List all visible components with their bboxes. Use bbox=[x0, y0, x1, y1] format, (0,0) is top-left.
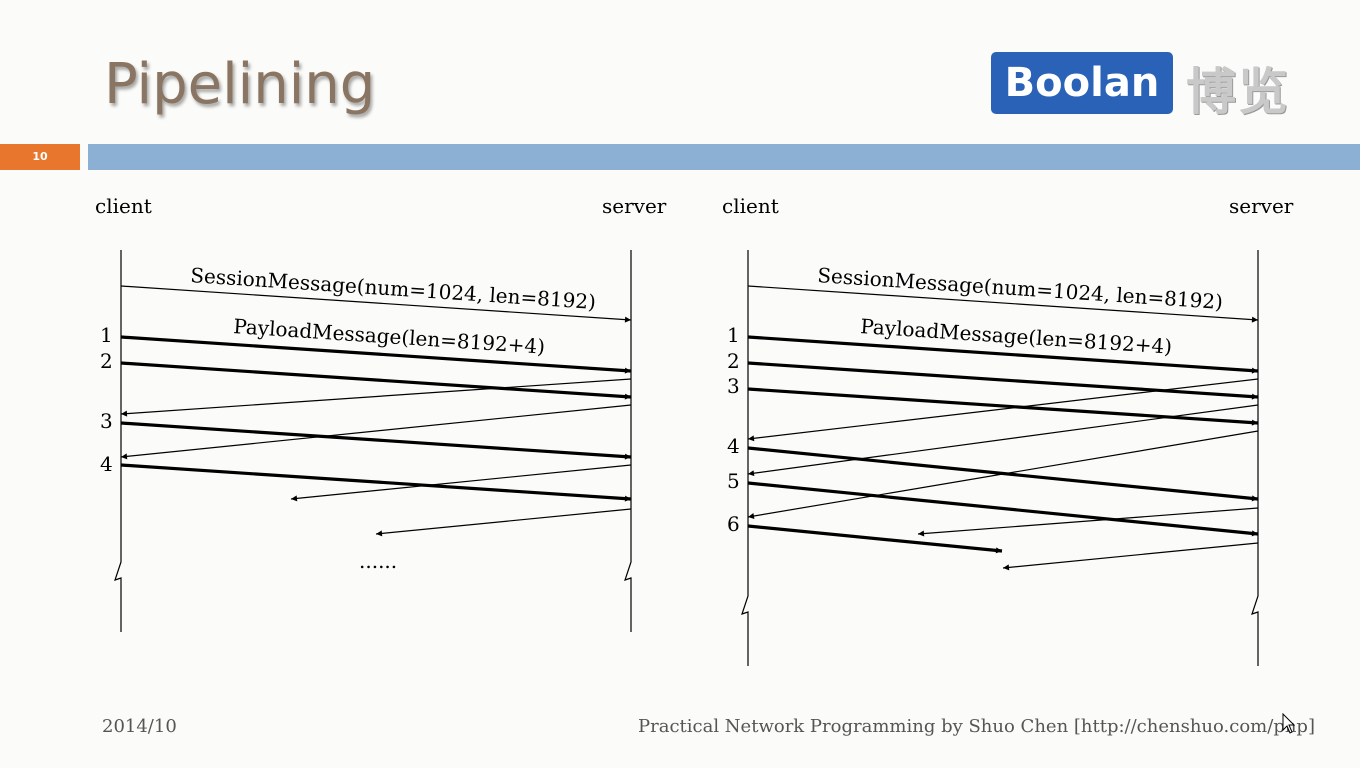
seq-number: 4 bbox=[100, 452, 113, 476]
payload-arrow bbox=[747, 387, 1259, 426]
slide-title: Pipelining bbox=[104, 52, 376, 117]
session-arrow bbox=[120, 285, 632, 323]
seq-number: 2 bbox=[727, 349, 740, 373]
client-lifeline bbox=[741, 250, 749, 666]
ack-arrow bbox=[120, 378, 632, 417]
ack-arrow bbox=[290, 464, 632, 502]
payload-arrow bbox=[747, 361, 1259, 400]
ellipsis: ...... bbox=[359, 549, 397, 573]
seq-number: 5 bbox=[727, 469, 740, 493]
payload-arrow bbox=[120, 421, 632, 460]
client-label: client bbox=[722, 194, 779, 218]
diagram-right: client server SessionMessage(num=1024, l… bbox=[722, 194, 1294, 666]
payload-arrow bbox=[120, 361, 632, 400]
boolan-logo: Boolan bbox=[991, 52, 1173, 114]
session-message-label: SessionMessage(num=1024, len=8192) bbox=[190, 263, 597, 314]
server-lifeline bbox=[624, 250, 632, 632]
payload-arrow bbox=[747, 481, 1259, 537]
seq-number: 3 bbox=[100, 409, 113, 433]
client-label: client bbox=[95, 194, 152, 218]
seq-number: 1 bbox=[100, 323, 113, 347]
slide-number-bar bbox=[0, 144, 80, 170]
session-arrow bbox=[747, 285, 1259, 323]
payload-message-label: PayloadMessage(len=8192+4) bbox=[860, 314, 1173, 359]
ack-arrow bbox=[747, 404, 1259, 477]
seq-number: 6 bbox=[727, 512, 740, 536]
seq-number: 4 bbox=[727, 434, 740, 458]
seq-number: 2 bbox=[100, 349, 113, 373]
ack-arrow bbox=[747, 430, 1259, 519]
header-rule-bar bbox=[88, 144, 1360, 170]
server-label: server bbox=[1229, 194, 1294, 218]
client-lifeline bbox=[114, 250, 122, 632]
footer-credit: Practical Network Programming by Shuo Ch… bbox=[638, 716, 1315, 737]
payload-message-label: PayloadMessage(len=8192+4) bbox=[233, 314, 546, 359]
mouse-cursor-icon bbox=[1282, 713, 1296, 734]
session-message-label: SessionMessage(num=1024, len=8192) bbox=[817, 263, 1224, 314]
ack-arrow bbox=[747, 378, 1259, 442]
ack-arrow bbox=[120, 404, 632, 460]
server-label: server bbox=[602, 194, 667, 218]
slide-number: 10 bbox=[32, 150, 48, 163]
logo-text: Boolan bbox=[1004, 60, 1160, 106]
logo-cjk-text: 博览 bbox=[1186, 63, 1290, 121]
seq-number: 3 bbox=[727, 374, 740, 398]
ack-arrow bbox=[375, 508, 632, 537]
payload-arrow bbox=[120, 335, 632, 374]
payload-arrow bbox=[747, 335, 1259, 374]
ack-arrow bbox=[917, 507, 1259, 537]
payload-arrow bbox=[747, 524, 1003, 554]
footer-date: 2014/10 bbox=[102, 716, 177, 737]
ack-arrow bbox=[1002, 542, 1259, 571]
seq-number: 1 bbox=[727, 323, 740, 347]
payload-arrow bbox=[120, 463, 632, 502]
server-lifeline bbox=[1251, 250, 1259, 666]
diagram-left: client server SessionMessage(num=1024, l… bbox=[95, 194, 667, 632]
